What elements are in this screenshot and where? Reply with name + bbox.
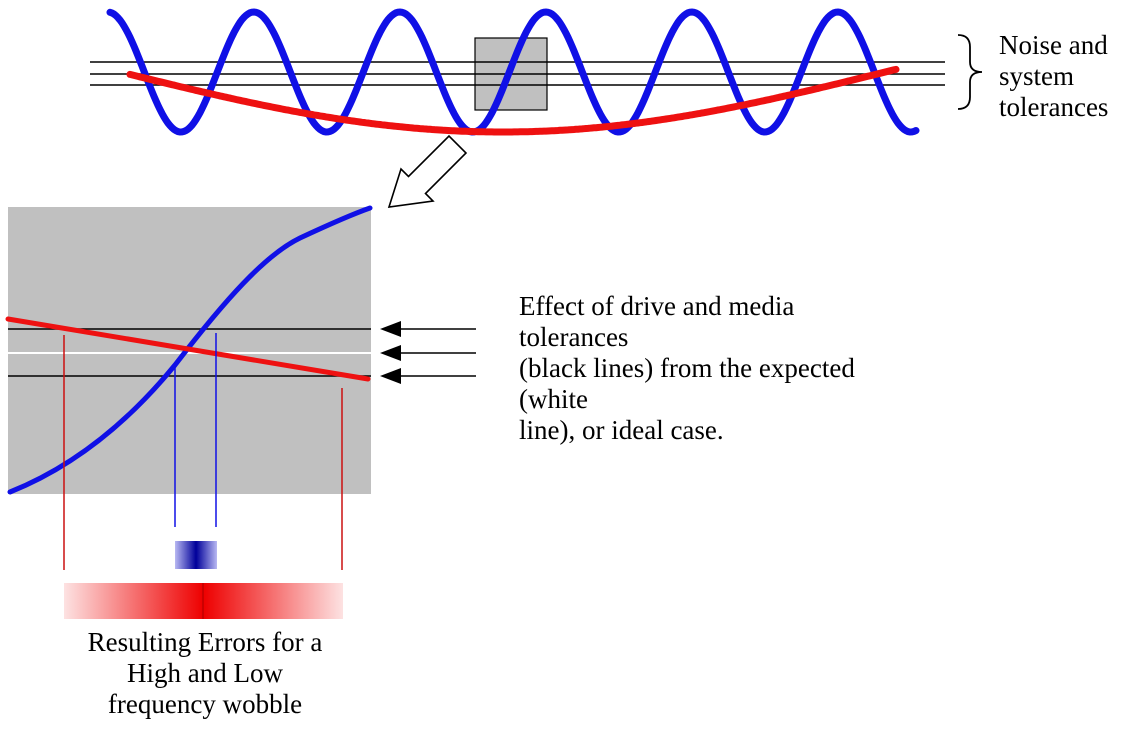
left-arrow-icon bbox=[380, 345, 401, 361]
overview-signal-group bbox=[90, 8, 945, 136]
effect-description-label: Effect of drive and media tolerances (bl… bbox=[519, 291, 855, 445]
zoomed-view-group bbox=[5, 205, 373, 570]
curly-brace-icon bbox=[957, 34, 983, 110]
high-frequency-wobble-wave bbox=[106, 8, 920, 136]
low-frequency-wobble-wave bbox=[126, 65, 900, 136]
noise-tolerances-label: Noise and system tolerances bbox=[999, 30, 1109, 122]
tolerance-pointer-arrows bbox=[380, 321, 476, 384]
zoom-low-frequency-curve bbox=[5, 316, 371, 382]
resulting-errors-label: Resulting Errors for a High and Low freq… bbox=[87, 627, 323, 719]
zoom-high-frequency-curve bbox=[7, 205, 373, 495]
left-arrow-icon bbox=[380, 368, 401, 384]
hollow-arrow-icon bbox=[387, 134, 468, 208]
left-arrow-icon bbox=[380, 321, 401, 337]
high-frequency-error-bar bbox=[175, 541, 217, 569]
